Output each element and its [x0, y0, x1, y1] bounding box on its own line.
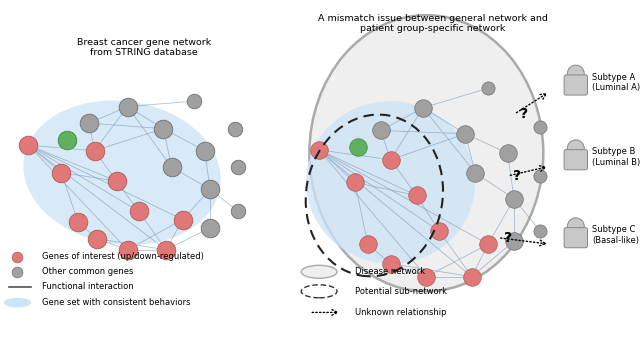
Point — [483, 241, 493, 247]
Point — [421, 274, 431, 279]
Point — [535, 173, 545, 179]
Point — [535, 124, 545, 130]
Point — [314, 147, 324, 153]
Point — [200, 148, 210, 154]
Text: Functional interaction: Functional interaction — [42, 282, 134, 291]
Point — [62, 137, 72, 142]
Point — [470, 170, 480, 175]
Text: Unknown relationship: Unknown relationship — [355, 308, 446, 317]
Point — [122, 104, 132, 109]
Point — [363, 241, 373, 247]
Text: Breast cancer gene network
from STRING database: Breast cancer gene network from STRING d… — [77, 38, 211, 57]
Point — [73, 220, 83, 225]
Point — [483, 86, 493, 91]
FancyBboxPatch shape — [564, 150, 588, 170]
Text: Subtype C
(Basal-like): Subtype C (Basal-like) — [592, 225, 639, 245]
Point — [161, 247, 172, 252]
Point — [509, 196, 519, 201]
FancyBboxPatch shape — [564, 75, 588, 95]
Ellipse shape — [309, 15, 543, 291]
Text: Disease network: Disease network — [355, 267, 425, 276]
Point — [434, 228, 444, 234]
Ellipse shape — [4, 298, 31, 307]
Point — [467, 274, 477, 279]
Text: A mismatch issue between general network and
patient group-specific network: A mismatch issue between general network… — [318, 14, 548, 33]
Point — [205, 186, 215, 192]
Text: ?: ? — [504, 231, 511, 245]
Text: Genes of interest (up/down-regulated): Genes of interest (up/down-regulated) — [42, 252, 204, 261]
Point — [134, 209, 144, 214]
Point — [111, 178, 122, 184]
Ellipse shape — [24, 101, 221, 245]
Point — [56, 170, 67, 175]
Text: Other common genes: Other common genes — [42, 267, 134, 276]
Point — [509, 238, 519, 244]
Point — [177, 217, 188, 222]
Point — [122, 247, 132, 252]
Text: Gene set with consistent behaviors: Gene set with consistent behaviors — [42, 298, 191, 307]
Point — [232, 209, 243, 214]
Ellipse shape — [306, 101, 475, 264]
Point — [166, 165, 177, 170]
Point — [460, 131, 470, 136]
Point — [385, 157, 396, 162]
Point — [376, 128, 386, 133]
Point — [189, 98, 199, 104]
Point — [353, 144, 364, 149]
Text: ?: ? — [513, 169, 522, 183]
Text: ?: ? — [520, 107, 528, 121]
Circle shape — [567, 65, 584, 82]
Point — [349, 180, 360, 185]
Point — [232, 165, 243, 170]
Point — [92, 236, 102, 241]
Text: Potential sub-network: Potential sub-network — [355, 287, 447, 296]
Point — [418, 105, 428, 110]
Text: Subtype B
(Luminal B): Subtype B (Luminal B) — [592, 147, 640, 167]
Point — [158, 126, 168, 131]
Point — [12, 254, 22, 260]
Point — [84, 120, 94, 126]
Point — [385, 261, 396, 266]
Circle shape — [567, 218, 584, 235]
Point — [535, 228, 545, 234]
Point — [230, 126, 240, 131]
Point — [502, 150, 513, 156]
Point — [23, 142, 33, 148]
Circle shape — [567, 140, 584, 157]
FancyBboxPatch shape — [564, 228, 588, 248]
Point — [90, 148, 100, 154]
Point — [205, 225, 215, 231]
Text: Subtype A
(Luminal A): Subtype A (Luminal A) — [592, 73, 640, 92]
Point — [412, 193, 422, 198]
Point — [12, 269, 22, 275]
Ellipse shape — [301, 265, 337, 278]
